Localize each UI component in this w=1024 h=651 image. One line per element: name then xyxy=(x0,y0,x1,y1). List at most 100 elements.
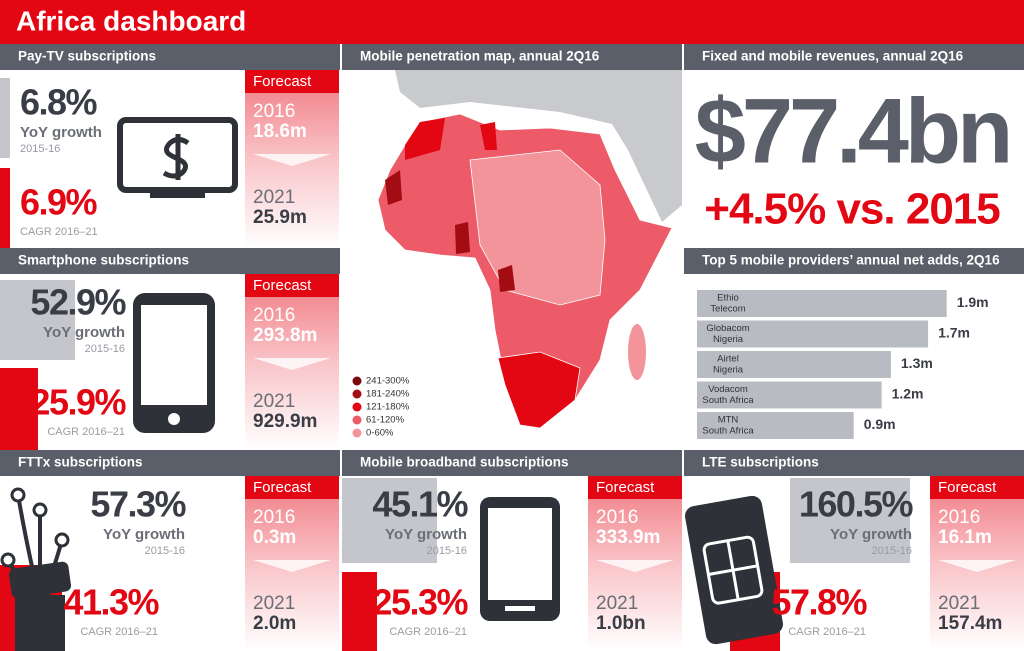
panel-title: Mobile broadband subscriptions xyxy=(360,455,569,470)
growth-value: 57.3% xyxy=(90,484,186,525)
panel-header xyxy=(0,44,340,70)
growth-period: 2015-16 xyxy=(20,143,60,155)
forecast-value: 18.6m xyxy=(253,121,307,142)
forecast-value: 1.0bn xyxy=(596,613,646,634)
growth-label: YoY growth xyxy=(20,124,102,141)
chevron xyxy=(253,560,331,572)
growth-label: YoY growth xyxy=(43,324,125,341)
cagr-value: 25.9% xyxy=(30,382,126,423)
cagr-value: 25.3% xyxy=(372,582,468,623)
growth-period: 2015-16 xyxy=(872,545,912,557)
icon-group xyxy=(133,293,215,433)
forecast-year: 2021 xyxy=(253,593,295,614)
forecast-label: Forecast xyxy=(253,277,312,294)
chevron xyxy=(253,358,331,370)
provider-label: South Africa xyxy=(702,395,754,406)
forecast-head xyxy=(930,476,1024,499)
cagr-value: 57.8% xyxy=(771,582,867,623)
panel-title: Mobile penetration map, annual 2Q16 xyxy=(360,49,600,64)
dashboard-title: Africa dashboard xyxy=(16,5,246,36)
forecast-value: 16.1m xyxy=(938,527,992,548)
forecast-year: 2021 xyxy=(253,391,295,412)
forecast-value: 2.0m xyxy=(253,613,296,634)
icon xyxy=(8,561,72,599)
panel-header xyxy=(0,450,340,476)
value-label: 1.2m xyxy=(892,386,924,402)
icon xyxy=(162,134,190,180)
forecast-label: Forecast xyxy=(938,479,997,496)
icon xyxy=(54,532,70,548)
cagr-label: CAGR 2016–21 xyxy=(80,626,158,638)
bar xyxy=(697,412,854,439)
region xyxy=(628,324,646,380)
icon xyxy=(10,487,26,503)
legend-label: 0-60% xyxy=(366,428,394,439)
growth-block xyxy=(790,478,910,563)
forecast-year: 2021 xyxy=(938,593,980,614)
forecast-year: 2016 xyxy=(253,305,295,326)
legend-label: 181-240% xyxy=(366,389,410,400)
region xyxy=(498,265,515,292)
bar xyxy=(697,290,947,317)
forecast-value: 293.8m xyxy=(253,325,317,346)
cagr-label: CAGR 2016–21 xyxy=(47,426,125,438)
region xyxy=(455,222,470,254)
separator xyxy=(682,44,684,651)
forecast-value: 157.4m xyxy=(938,613,1002,634)
growth-period: 2015-16 xyxy=(145,545,185,557)
icon xyxy=(0,552,16,568)
panel-header xyxy=(684,248,1024,274)
forecast-value: 0.3m xyxy=(253,527,296,548)
region xyxy=(405,118,445,160)
provider-label: Nigeria xyxy=(713,334,744,345)
provider-label: Nigeria xyxy=(713,365,744,376)
legend-swatch xyxy=(352,415,362,425)
icon-group xyxy=(685,495,783,645)
legend-swatch xyxy=(352,402,362,412)
growth-period: 2015-16 xyxy=(427,545,467,557)
icon-group xyxy=(480,497,560,621)
panel-title: Fixed and mobile revenues, annual 2Q16 xyxy=(702,49,964,64)
growth-block xyxy=(0,280,75,360)
icon xyxy=(150,192,205,198)
panel-header xyxy=(684,450,1024,476)
panel-title: Pay-TV subscriptions xyxy=(18,49,156,64)
icon-group xyxy=(0,487,72,651)
icon-group xyxy=(117,117,238,198)
panel-header xyxy=(0,248,340,274)
growth-value: 52.9% xyxy=(30,282,126,323)
value-label: 1.3m xyxy=(901,355,933,371)
value-label: 1.9m xyxy=(957,294,989,310)
cagr-block xyxy=(0,168,10,248)
region xyxy=(469,149,606,306)
cagr-label: CAGR 2016–21 xyxy=(389,626,467,638)
growth-value: 6.8% xyxy=(20,82,98,123)
bar xyxy=(697,381,882,409)
forecast-year: 2021 xyxy=(253,187,295,208)
region xyxy=(480,122,497,150)
map xyxy=(342,70,682,450)
growth-label: YoY growth xyxy=(830,526,912,543)
forecast-year: 2016 xyxy=(938,507,980,528)
icon xyxy=(32,502,48,518)
forecast-year: 2021 xyxy=(596,593,638,614)
panel-header xyxy=(342,450,682,476)
chevron xyxy=(596,560,674,572)
legend-swatch xyxy=(352,389,362,399)
panel-title: Smartphone subscriptions xyxy=(18,253,189,268)
bar xyxy=(697,320,929,348)
provider-label: South Africa xyxy=(702,426,754,437)
region xyxy=(385,170,402,205)
icon xyxy=(505,606,535,611)
forecast-label: Forecast xyxy=(596,479,655,496)
growth-label: YoY growth xyxy=(385,526,467,543)
cagr-label: CAGR 2016–21 xyxy=(20,226,98,238)
legend-label: 241-300% xyxy=(366,376,410,387)
cagr-value: 6.9% xyxy=(20,182,98,223)
chevron xyxy=(938,560,1016,572)
icon xyxy=(15,595,65,651)
forecast-head xyxy=(245,476,339,499)
separator xyxy=(340,44,342,651)
forecast-head xyxy=(245,274,339,297)
